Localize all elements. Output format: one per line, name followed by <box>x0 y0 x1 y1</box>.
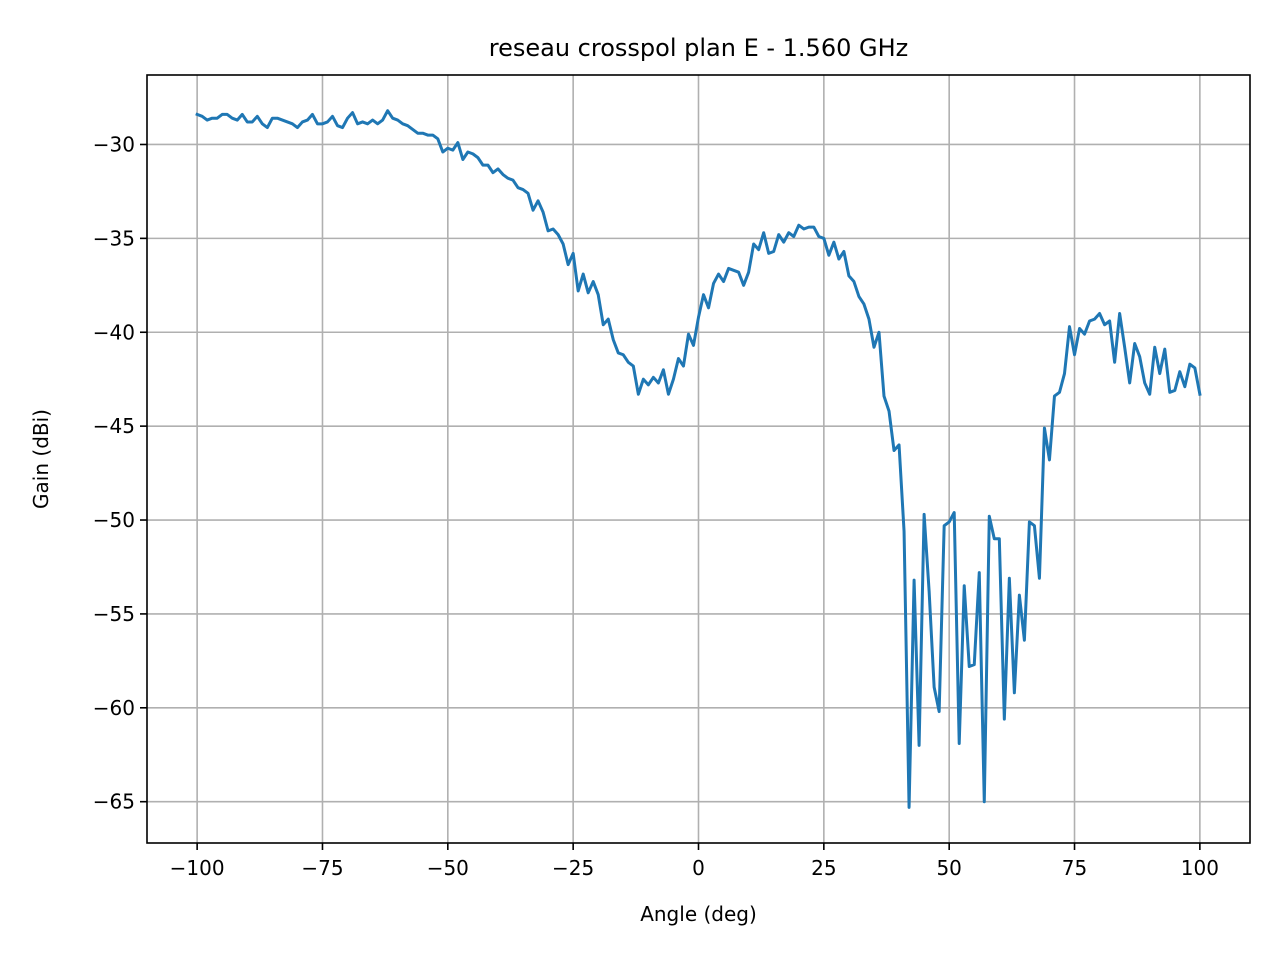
x-tick-label: 50 <box>936 856 961 880</box>
x-axis-label: Angle (deg) <box>640 902 757 926</box>
x-tick-label: 75 <box>1062 856 1087 880</box>
y-tick-label: −35 <box>93 226 135 250</box>
x-tick-label: −50 <box>427 856 469 880</box>
y-axis-label: Gain (dBi) <box>29 409 53 509</box>
y-tick-label: −60 <box>93 696 135 720</box>
grid-lines <box>147 75 1250 843</box>
axis-ticks: −100 −75 −50 −25 0 25 50 75 100 −30 −35 −40 −45 −50 −5… <box>93 132 1219 880</box>
y-tick-label: −30 <box>93 132 135 156</box>
x-tick-label: −25 <box>552 856 594 880</box>
chart-title: reseau crosspol plan E - 1.560 GHz <box>489 34 908 62</box>
gain-series-line <box>195 109 1202 809</box>
y-tick-label: −55 <box>93 602 135 626</box>
y-tick-label: −40 <box>93 320 135 344</box>
plot-area <box>195 109 1202 809</box>
x-tick-label: 25 <box>811 856 836 880</box>
y-tick-label: −45 <box>93 414 135 438</box>
y-tick-label: −50 <box>93 508 135 532</box>
x-tick-label: 100 <box>1181 856 1219 880</box>
x-tick-label: −100 <box>170 856 225 880</box>
y-tick-label: −65 <box>93 790 135 814</box>
x-tick-label: −75 <box>301 856 343 880</box>
x-tick-label: 0 <box>692 856 705 880</box>
